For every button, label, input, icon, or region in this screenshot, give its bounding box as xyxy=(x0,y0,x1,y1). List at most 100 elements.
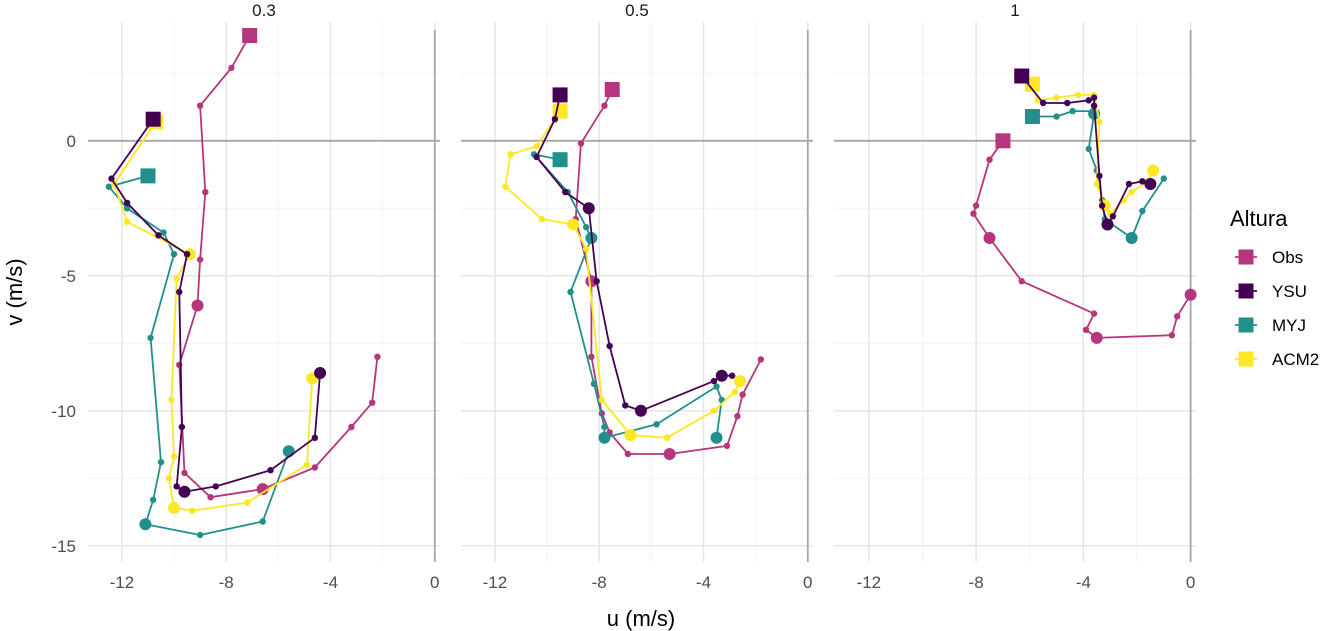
data-point xyxy=(189,507,196,514)
data-point xyxy=(734,413,741,420)
legend-entry-myj: MYJ xyxy=(1235,316,1306,335)
x-tick-label: -4 xyxy=(323,573,338,592)
data-point xyxy=(1085,145,1092,153)
facet-panel-0.5: 0.5 -12 -8 -4 0 xyxy=(461,1,813,592)
data-point xyxy=(502,183,509,190)
data-point xyxy=(196,102,204,109)
data-point xyxy=(653,421,660,428)
y-axis-title: v (m/s) xyxy=(2,258,27,325)
x-tick-label: -4 xyxy=(696,573,711,592)
x-tick-label: -4 xyxy=(1076,573,1091,592)
facet-strip-label: 0.3 xyxy=(252,1,276,20)
highlight-point xyxy=(1144,178,1157,190)
legend-key-square xyxy=(1238,283,1254,299)
data-point xyxy=(1018,278,1025,285)
data-point xyxy=(713,383,720,390)
series-line xyxy=(504,110,741,439)
start-square-marker xyxy=(552,152,568,168)
highlight-point xyxy=(1147,164,1160,177)
highlight-point xyxy=(191,299,204,312)
data-point xyxy=(196,531,204,539)
data-point xyxy=(757,356,765,363)
y-tick-label: -15 xyxy=(51,537,76,556)
data-point xyxy=(202,188,209,196)
legend-entry-obs: Obs xyxy=(1235,248,1303,267)
data-point xyxy=(348,423,355,431)
data-point xyxy=(1085,97,1092,104)
data-point xyxy=(243,499,251,506)
data-point xyxy=(731,388,738,396)
series-obs-1 xyxy=(970,133,1197,344)
data-point xyxy=(972,202,980,209)
series-obs-0.5 xyxy=(572,82,765,460)
series-ysu-0.3 xyxy=(108,111,327,498)
data-point xyxy=(1139,207,1146,215)
highlight-point xyxy=(139,518,152,531)
data-point xyxy=(739,391,746,398)
highlight-point xyxy=(733,375,746,388)
highlight-point xyxy=(634,404,647,417)
data-point xyxy=(1139,178,1146,185)
data-point xyxy=(1090,94,1098,101)
start-square-marker xyxy=(145,111,161,127)
data-point xyxy=(1093,180,1100,188)
data-point xyxy=(168,396,175,404)
data-point xyxy=(624,450,632,458)
data-point xyxy=(105,183,113,190)
legend-label: Obs xyxy=(1272,248,1303,267)
y-tick-label: 0 xyxy=(67,132,76,151)
data-point xyxy=(533,143,540,150)
data-point xyxy=(157,458,165,466)
data-point xyxy=(303,461,311,468)
x-tick-label: -12 xyxy=(483,573,508,592)
data-point xyxy=(1069,107,1076,115)
series-line xyxy=(574,89,762,455)
legend-key-square xyxy=(1238,249,1254,265)
data-point xyxy=(622,402,629,409)
highlight-point xyxy=(1101,218,1114,231)
series-myj-0.5 xyxy=(530,151,725,444)
data-point xyxy=(123,218,131,225)
facet-panel-1: 1 -12 -8 -4 0 xyxy=(834,1,1197,592)
data-point xyxy=(507,151,514,158)
data-point xyxy=(601,423,608,431)
data-point xyxy=(970,210,977,217)
highlight-point xyxy=(1125,232,1138,244)
data-point xyxy=(582,245,590,252)
data-point xyxy=(1074,91,1082,99)
x-tick-label: -12 xyxy=(110,573,135,592)
highlight-point xyxy=(282,445,295,458)
legend: Altura Obs YSU MYJ ACM2 xyxy=(1230,206,1319,369)
highlight-point xyxy=(598,431,611,444)
data-point xyxy=(1053,113,1060,120)
highlight-point xyxy=(582,202,595,215)
highlight-point xyxy=(168,502,181,514)
data-point xyxy=(533,153,540,161)
data-point xyxy=(1096,172,1103,180)
data-point xyxy=(170,453,178,460)
data-point xyxy=(551,116,559,123)
data-point xyxy=(598,396,605,404)
facet-strip-label: 1 xyxy=(1010,1,1019,20)
highlight-point xyxy=(983,232,996,244)
legend-key-square xyxy=(1238,317,1254,333)
data-point xyxy=(590,380,598,387)
series-line xyxy=(108,175,290,536)
x-tick-label: 0 xyxy=(1186,573,1195,592)
data-point xyxy=(663,434,671,441)
start-square-marker xyxy=(604,82,620,97)
data-point xyxy=(165,475,173,482)
data-point xyxy=(728,372,736,379)
start-square-marker xyxy=(552,87,568,103)
highlight-point xyxy=(663,448,676,460)
data-point xyxy=(147,334,154,342)
data-point xyxy=(160,229,167,236)
legend-label: MYJ xyxy=(1272,316,1306,335)
data-point xyxy=(108,175,115,182)
data-point xyxy=(538,215,546,223)
x-tick-label: 0 xyxy=(803,573,812,592)
data-point xyxy=(588,353,595,360)
start-square-marker xyxy=(242,28,258,43)
data-point xyxy=(606,342,613,350)
